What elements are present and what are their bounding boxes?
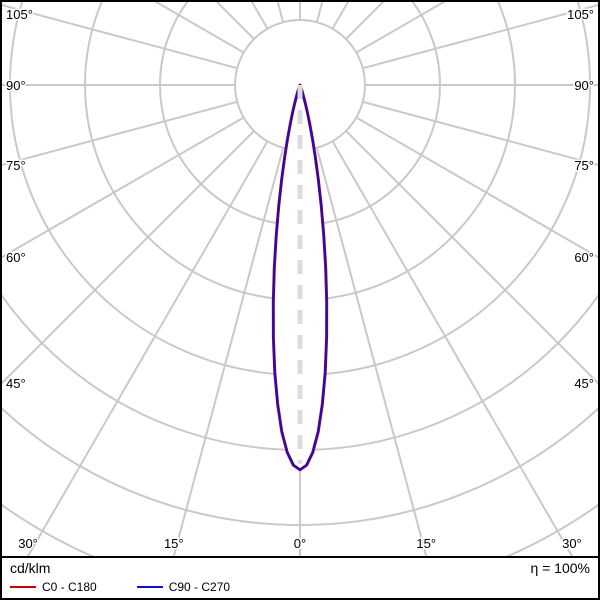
- legend-entry-label: C90 - C270: [168, 580, 231, 594]
- unit-label: cd/klm: [10, 560, 51, 576]
- angle-tick-label: 0°: [294, 536, 306, 551]
- angle-tick-label: 75°: [6, 158, 26, 173]
- angle-tick-label: 105°: [6, 7, 33, 22]
- legend: cd/klm η = 100% C0 - C180 C90 - C270: [2, 556, 598, 598]
- grid-radial-line: [362, 100, 598, 166]
- grid-radial-line: [2, 130, 255, 385]
- grid-radial-line: [315, 147, 428, 556]
- angle-tick-label: 45°: [6, 376, 26, 391]
- grid-radial-line: [215, 2, 255, 40]
- grid-radial-line: [2, 100, 238, 166]
- angle-tick-label: 30°: [18, 536, 38, 551]
- angle-tick-label: 105°: [567, 7, 594, 22]
- grid-radial-line: [345, 130, 598, 385]
- c90-c270-line-swatch: [136, 586, 163, 588]
- grid-radial-line: [2, 4, 238, 70]
- grid-radial-line: [26, 140, 269, 556]
- grid-radial-line: [331, 140, 574, 556]
- grid-radial-line: [276, 2, 285, 23]
- angle-tick-label: 60°: [574, 250, 594, 265]
- legend-series-row: C0 - C180 C90 - C270: [10, 580, 590, 594]
- curve-c90-c270: [272, 84, 328, 471]
- c0-c180-line-swatch: [10, 586, 36, 588]
- grid-radial-line: [355, 2, 446, 54]
- efficiency-label: η = 100%: [530, 560, 590, 576]
- angle-tick-label: 90°: [6, 78, 26, 93]
- legend-entry-c0-c180: C0 - C180: [10, 580, 97, 594]
- grid-radial-line: [172, 147, 285, 556]
- angle-tick-label: 15°: [164, 536, 184, 551]
- grid-radial-line: [345, 2, 385, 40]
- legend-entry-label: C0 - C180: [42, 580, 97, 594]
- grid-radial-line: [154, 2, 245, 54]
- angle-tick-label: 60°: [6, 250, 26, 265]
- angle-tick-label: 15°: [416, 536, 436, 551]
- grid-radial-line: [315, 2, 324, 23]
- angle-tick-label: 90°: [574, 78, 594, 93]
- plot-area: [2, 2, 598, 556]
- grid-radial-line: [362, 4, 598, 70]
- grid-radial-line: [2, 116, 245, 259]
- angle-tick-label: 30°: [562, 536, 582, 551]
- angle-tick-label: 45°: [574, 376, 594, 391]
- grid-radial-line: [355, 116, 598, 259]
- legend-entry-c90-c270: C90 - C270: [136, 580, 231, 594]
- legend-top-row: cd/klm η = 100%: [10, 560, 590, 577]
- angle-tick-label: 75°: [574, 158, 594, 173]
- polar-chart: 105° 90° 75° 60° 45° 105° 90° 75° 60° 45° 30° 15° 0°…: [2, 2, 598, 556]
